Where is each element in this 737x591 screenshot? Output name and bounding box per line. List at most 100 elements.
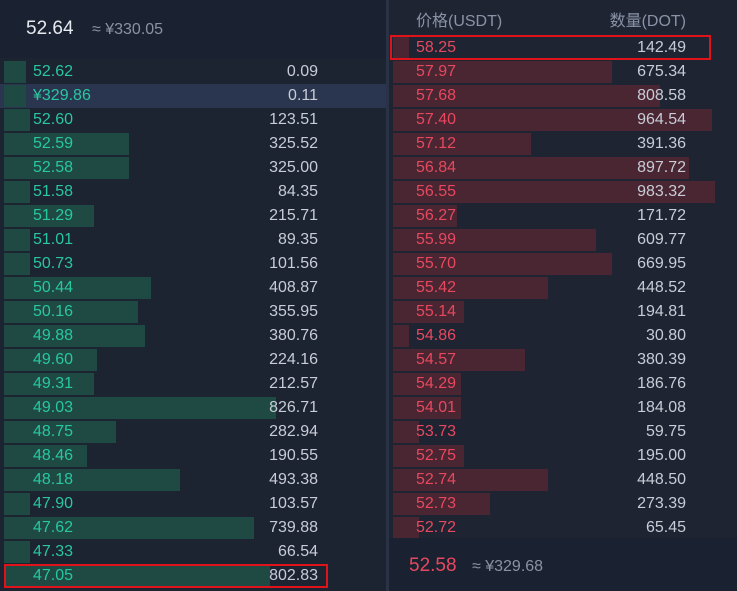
bid-row[interactable]: 49.88 380.76 xyxy=(0,324,386,348)
ask-row[interactable]: 57.12 391.36 xyxy=(389,132,737,156)
ask-row[interactable]: 55.14 194.81 xyxy=(389,300,737,324)
ask-quantity: 184.08 xyxy=(637,399,686,416)
ask-row[interactable]: 55.42 448.52 xyxy=(389,276,737,300)
bid-row[interactable]: 51.29 215.71 xyxy=(0,204,386,228)
ask-depth-bar xyxy=(393,85,660,107)
bid-price: 47.05 xyxy=(33,567,74,584)
bid-price: 51.58 xyxy=(33,183,74,200)
bid-row[interactable]: 47.05 802.83 xyxy=(0,564,386,588)
ask-row[interactable]: 56.27 171.72 xyxy=(389,204,737,228)
ask-price: 52.75 xyxy=(416,447,457,464)
ask-price: 54.01 xyxy=(416,399,457,416)
bid-row[interactable]: 48.18 493.38 xyxy=(0,468,386,492)
quantity-column-header: 数量(DOT) xyxy=(609,13,686,30)
ask-depth-bar xyxy=(393,205,457,227)
price-column-header: 价格(USDT) xyxy=(416,13,503,30)
bid-row[interactable]: 51.01 89.35 xyxy=(0,228,386,252)
ask-price: 54.29 xyxy=(416,375,457,392)
ask-row[interactable]: 55.70 669.95 xyxy=(389,252,737,276)
bid-quantity: 408.87 xyxy=(269,279,318,296)
ask-price: 56.84 xyxy=(416,159,457,176)
ask-row[interactable]: 54.01 184.08 xyxy=(389,396,737,420)
bid-price: 52.59 xyxy=(33,135,74,152)
bid-row[interactable]: 52.62 0.09 xyxy=(0,60,386,84)
ask-row[interactable]: 56.84 897.72 xyxy=(389,156,737,180)
bid-row[interactable]: 52.59 325.52 xyxy=(0,132,386,156)
ask-price: 53.73 xyxy=(416,423,457,440)
highlight-box-bottom-bid xyxy=(4,564,328,588)
bid-row[interactable]: 47.90 103.57 xyxy=(0,492,386,516)
ask-row[interactable]: 57.97 675.34 xyxy=(389,60,737,84)
ask-quantity: 983.32 xyxy=(637,183,686,200)
bid-row[interactable]: 52.60 123.51 xyxy=(0,108,386,132)
ask-row[interactable]: 58.25 142.49 xyxy=(389,36,737,60)
bid-price: 51.01 xyxy=(33,231,74,248)
bid-row[interactable]: 49.03 826.71 xyxy=(0,396,386,420)
ask-price: 57.12 xyxy=(416,135,457,152)
bid-price: 47.90 xyxy=(33,495,74,512)
bid-quantity: 0.11 xyxy=(288,87,318,104)
last-price-cny: ≈ ¥330.05 xyxy=(92,21,164,38)
ask-row[interactable]: 52.72 65.45 xyxy=(389,516,737,540)
ask-footer: 52.58 ≈ ¥329.68 xyxy=(389,538,737,591)
bid-row[interactable]: ¥329.86 0.11 xyxy=(0,84,386,108)
ask-price: 56.27 xyxy=(416,207,457,224)
bid-depth-bar xyxy=(4,517,254,539)
bid-depth-bar xyxy=(4,397,276,419)
ask-price: 55.42 xyxy=(416,279,457,296)
bid-row[interactable]: 49.31 212.57 xyxy=(0,372,386,396)
ask-price: 52.73 xyxy=(416,495,457,512)
bid-row[interactable]: 48.75 282.94 xyxy=(0,420,386,444)
bid-depth-bar xyxy=(4,181,30,203)
footer-last-price-cny: ≈ ¥329.68 xyxy=(472,558,544,575)
bid-quantity: 826.71 xyxy=(269,399,318,416)
ask-row[interactable]: 52.74 448.50 xyxy=(389,468,737,492)
bid-quantity: 103.57 xyxy=(269,495,318,512)
ask-price: 55.14 xyxy=(416,303,457,320)
bid-header: 52.64 ≈ ¥330.05 xyxy=(0,0,386,58)
bid-row[interactable]: 50.16 355.95 xyxy=(0,300,386,324)
ask-price: 52.74 xyxy=(416,471,457,488)
bid-price: 49.03 xyxy=(33,399,74,416)
ask-row[interactable]: 54.29 186.76 xyxy=(389,372,737,396)
bid-quantity: 66.54 xyxy=(277,543,318,560)
bid-price: 47.33 xyxy=(33,543,74,560)
ask-row[interactable]: 52.75 195.00 xyxy=(389,444,737,468)
ask-row[interactable]: 57.68 808.58 xyxy=(389,84,737,108)
ask-row[interactable]: 57.40 964.54 xyxy=(389,108,737,132)
ask-row[interactable]: 55.99 609.77 xyxy=(389,228,737,252)
ask-row[interactable]: 56.55 983.32 xyxy=(389,180,737,204)
ask-depth-bar xyxy=(393,493,490,515)
bid-row[interactable]: 50.73 101.56 xyxy=(0,252,386,276)
ask-row[interactable]: 53.73 59.75 xyxy=(389,420,737,444)
bid-row[interactable]: 51.58 84.35 xyxy=(0,180,386,204)
ask-row[interactable]: 54.86 30.80 xyxy=(389,324,737,348)
bid-price: 50.16 xyxy=(33,303,74,320)
ask-row[interactable]: 54.57 380.39 xyxy=(389,348,737,372)
ask-quantity: 675.34 xyxy=(637,63,686,80)
ask-quantity: 609.77 xyxy=(637,231,686,248)
bid-row[interactable]: 49.60 224.16 xyxy=(0,348,386,372)
ask-quantity: 65.45 xyxy=(645,519,686,536)
bid-depth-bar xyxy=(4,421,116,443)
ask-row[interactable]: 52.73 273.39 xyxy=(389,492,737,516)
bid-row[interactable]: 48.46 190.55 xyxy=(0,444,386,468)
bid-depth-bar xyxy=(4,565,270,587)
ask-quantity: 808.58 xyxy=(637,87,686,104)
bid-price: 49.60 xyxy=(33,351,74,368)
bid-depth-bar xyxy=(4,229,30,251)
bid-price: 50.44 xyxy=(33,279,74,296)
ask-quantity: 171.72 xyxy=(637,207,686,224)
bid-row[interactable]: 50.44 408.87 xyxy=(0,276,386,300)
ask-quantity: 380.39 xyxy=(637,351,686,368)
ask-depth-bar xyxy=(393,397,461,419)
bid-row[interactable]: 52.58 325.00 xyxy=(0,156,386,180)
bid-quantity: 282.94 xyxy=(269,423,318,440)
bid-quantity: 325.00 xyxy=(269,159,318,176)
bid-row[interactable]: 47.33 66.54 xyxy=(0,540,386,564)
ask-depth-bar xyxy=(393,325,409,347)
bid-depth-bar xyxy=(4,541,30,563)
bid-panel: 52.64 ≈ ¥330.05 52.62 0.09 ¥329.86 0.11 52.6… xyxy=(0,0,386,588)
bid-row[interactable]: 47.62 739.88 xyxy=(0,516,386,540)
ask-price: 57.97 xyxy=(416,63,457,80)
